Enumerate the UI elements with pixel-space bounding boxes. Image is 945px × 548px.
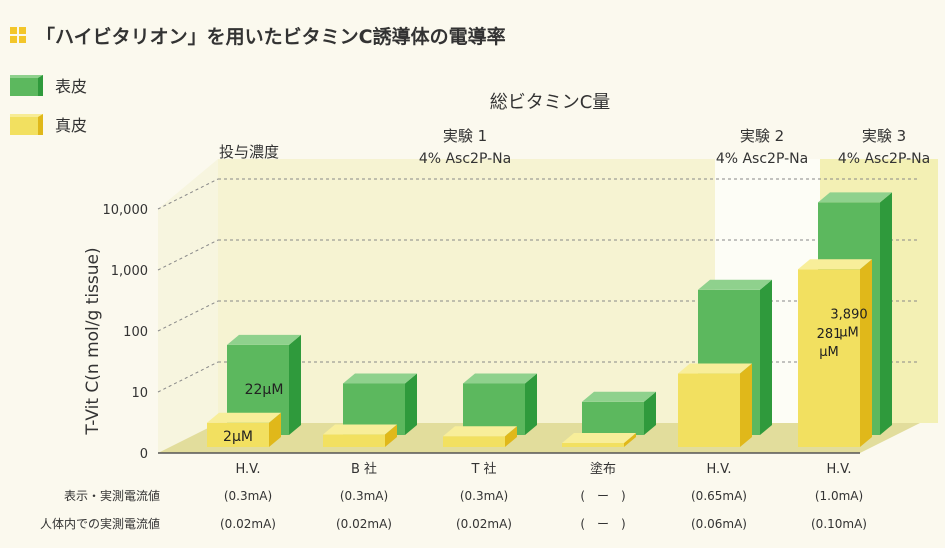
bar-dermis <box>323 424 397 447</box>
x-tick-label: B 社 <box>351 461 377 477</box>
bar-epidermis-front <box>582 401 644 435</box>
bar-dermis-side <box>505 426 517 447</box>
value-label-epidermis: 22μM <box>245 382 284 398</box>
experiment-name: 実験 1 <box>443 127 487 145</box>
title-bar: 「ハイビタリオン」を用いたビタミンC誘導体の電導率 <box>10 18 506 52</box>
bar-dermis-top <box>562 433 636 443</box>
bar-dermis-front <box>443 436 505 447</box>
value-label-epidermis-unit: μM <box>839 326 859 341</box>
legend-swatch-epidermis-icon <box>10 74 43 96</box>
bar-epidermis-side <box>880 192 892 435</box>
legend-label-epidermis: 表皮 <box>55 77 88 96</box>
row-label-body-current: 人体内での実測電流値 <box>39 517 160 531</box>
bar-dermis-side <box>269 412 281 447</box>
bar-epidermis-side <box>644 391 656 435</box>
bar-dermis <box>207 412 281 447</box>
bar-epidermis-side <box>405 373 417 435</box>
x-tick-label: H.V. <box>826 462 851 477</box>
dose-label: 投与濃度 <box>219 143 279 161</box>
bar-epidermis-top <box>818 192 892 203</box>
bar-epidermis <box>463 373 537 435</box>
value-label-dermis-unit: μM <box>819 345 839 360</box>
experiment-compound: 4% Asc2P-Na <box>419 151 511 167</box>
row-value: (0.65mA) <box>691 489 747 503</box>
row-value: (0.3mA) <box>460 489 508 503</box>
value-label-epidermis: 3,890 <box>830 308 867 323</box>
row-value: (0.06mA) <box>691 517 747 531</box>
legend-item-dermis: 真皮 <box>10 109 87 139</box>
legend: 表皮 真皮 <box>10 70 87 148</box>
bar-dermis-side <box>740 363 752 447</box>
bar-dermis <box>562 433 636 447</box>
row-value: (0.02mA) <box>336 517 392 531</box>
experiment-name: 実験 3 <box>862 127 906 145</box>
bar-dermis <box>798 259 872 447</box>
legend-label-dermis: 真皮 <box>55 116 88 135</box>
bar-dermis-front <box>207 422 269 447</box>
bar-dermis-top <box>323 424 397 435</box>
x-tick-label: T 社 <box>470 461 496 477</box>
value-label-dermis: 2μM <box>223 429 253 445</box>
y-tick-label: 10 <box>131 386 148 401</box>
bar-epidermis-side <box>525 373 537 435</box>
row-value: (1.0mA) <box>815 489 863 503</box>
value-label-dermis: 281 <box>817 327 842 342</box>
row-labels: 表示・実測電流値 人体内での実測電流値 <box>0 482 160 538</box>
y-axis-label: T-Vit C(n mol/g tissue) <box>83 247 103 435</box>
experiment-name: 実験 2 <box>740 127 784 145</box>
row-value: ( ー ) <box>580 517 625 531</box>
title-square-icon <box>10 27 26 43</box>
y-tick-label: 10,000 <box>103 203 149 218</box>
legend-swatch-dermis-icon <box>10 113 43 135</box>
bar-dermis-top <box>798 259 872 270</box>
bar-epidermis-top <box>463 373 537 384</box>
grid-line-left <box>157 300 219 332</box>
row-value: (0.10mA) <box>811 517 867 531</box>
bar-epidermis-top <box>227 334 301 345</box>
y-tick-label: 100 <box>123 325 148 340</box>
row-value: (0.3mA) <box>224 489 272 503</box>
bar-epidermis-side <box>289 334 301 435</box>
bar-dermis-top <box>443 426 517 437</box>
x-tick-label: H.V. <box>235 462 260 477</box>
row-value: (0.02mA) <box>456 517 512 531</box>
left-wall <box>158 159 218 453</box>
experiment-compound: 4% Asc2P-Na <box>716 151 808 167</box>
bar-dermis-front <box>798 269 860 447</box>
bar-dermis <box>678 363 752 447</box>
grid-line-left <box>157 361 219 393</box>
bar-epidermis <box>582 391 656 435</box>
bar-dermis-top <box>207 412 281 423</box>
grid-line-left <box>157 178 219 210</box>
y-tick-label: 1,000 <box>111 264 148 279</box>
chart-title: 総ビタミンC量 <box>490 92 611 113</box>
bar-epidermis-top <box>343 373 417 384</box>
row-value: (0.3mA) <box>340 489 388 503</box>
bar-dermis <box>443 426 517 447</box>
y-tick-label: 0 <box>140 447 148 462</box>
grid-line-left <box>157 239 219 271</box>
row-value: ( ー ) <box>580 489 625 503</box>
bar-dermis-front <box>323 434 385 447</box>
experiment-compound: 4% Asc2P-Na <box>838 151 930 167</box>
bar-epidermis-top <box>698 279 772 290</box>
x-tick-label: H.V. <box>706 462 731 477</box>
bar-dermis-front <box>562 443 624 447</box>
bar-dermis-side <box>624 433 636 447</box>
x-tick-label: 塗布 <box>590 461 616 477</box>
row-value: (0.02mA) <box>220 517 276 531</box>
bar-epidermis-top <box>582 391 656 402</box>
legend-item-epidermis: 表皮 <box>10 70 87 100</box>
bar-dermis-side <box>385 424 397 447</box>
bar-dermis-side <box>860 259 872 447</box>
page-title: 「ハイビタリオン」を用いたビタミンC誘導体の電導率 <box>36 25 506 48</box>
bar-dermis-front <box>678 373 740 447</box>
bar-epidermis-side <box>760 279 772 435</box>
row-label-display-current: 表示・実測電流値 <box>63 489 160 503</box>
bar-dermis-top <box>678 363 752 374</box>
